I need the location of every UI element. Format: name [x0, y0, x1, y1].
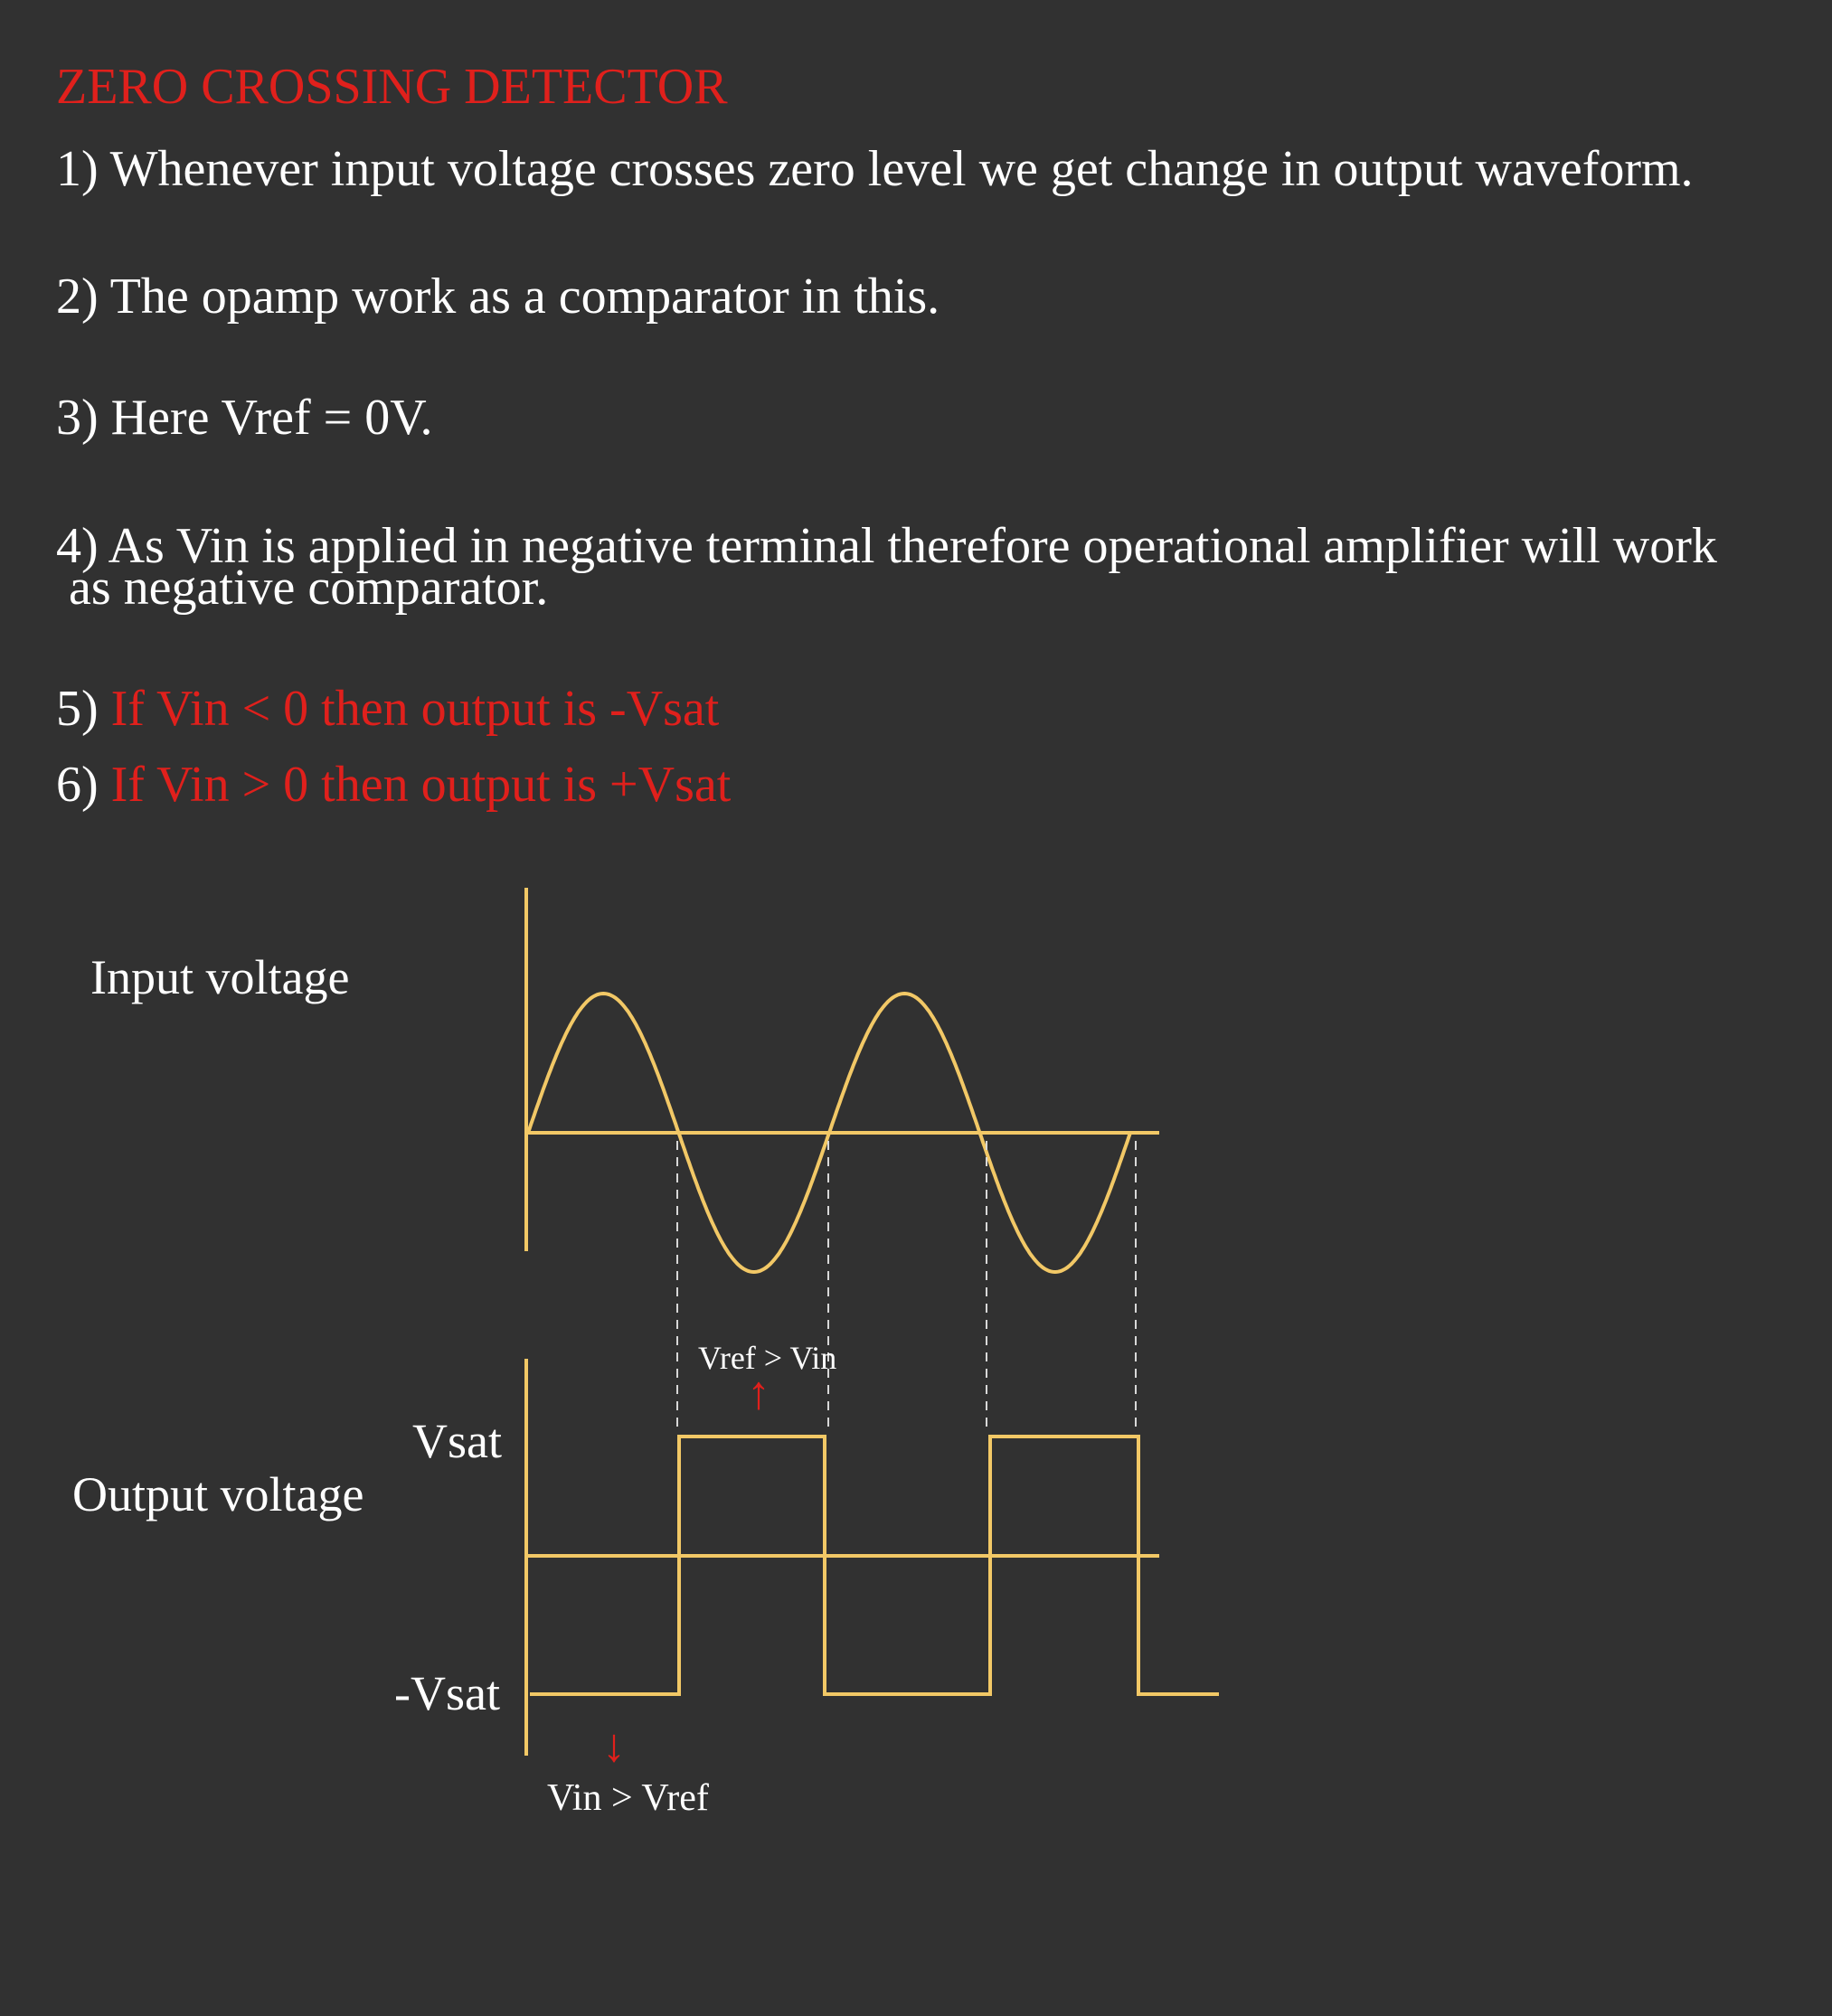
- point-text: Here Vref = 0V.: [110, 390, 433, 446]
- point-text: As Vin is applied in negative terminal t…: [108, 518, 1717, 574]
- point-number: 3): [56, 390, 99, 446]
- point-number: 4): [56, 518, 99, 574]
- point-number: 5): [56, 681, 99, 737]
- arrow-down-icon: ↓: [602, 1720, 626, 1772]
- point-6: 6) If Vin > 0 then output is +Vsat: [56, 756, 731, 814]
- annotation-vref-gt-vin: Vref > Vin: [698, 1340, 837, 1376]
- point-text: The opamp work as a comparator in this.: [109, 268, 940, 325]
- output-voltage-label: Output voltage: [72, 1467, 364, 1521]
- point-text: If Vin > 0 then output is +Vsat: [110, 757, 732, 813]
- point-2: 2) The opamp work as a comparator in thi…: [56, 268, 940, 325]
- point-text: If Vin < 0 then output is -Vsat: [110, 681, 720, 737]
- arrow-up-icon: ↑: [747, 1368, 770, 1419]
- point-number: 6): [56, 757, 99, 813]
- annotation-vin-gt-vref: Vin > Vref: [547, 1777, 709, 1819]
- point-4: 4) As Vin is applied in negative termina…: [56, 517, 1717, 575]
- point-number: 1): [56, 141, 99, 197]
- point-1: 1) Whenever input voltage crosses zero l…: [56, 140, 1694, 198]
- output-square-wave: [530, 1435, 1219, 1696]
- input-sine-wave: [526, 991, 1132, 1275]
- neg-vsat-label: -Vsat: [394, 1666, 500, 1720]
- page-title: ZERO CROSSING DETECTOR: [56, 59, 728, 115]
- point-4-continuation: as negative comparator.: [69, 560, 549, 616]
- point-5: 5) If Vin < 0 then output is -Vsat: [56, 680, 719, 738]
- point-text: Whenever input voltage crosses zero leve…: [109, 141, 1694, 197]
- point-3: 3) Here Vref = 0V.: [56, 389, 432, 447]
- input-voltage-label: Input voltage: [90, 950, 350, 1004]
- point-number: 2): [56, 268, 99, 325]
- vsat-label: Vsat: [412, 1414, 502, 1468]
